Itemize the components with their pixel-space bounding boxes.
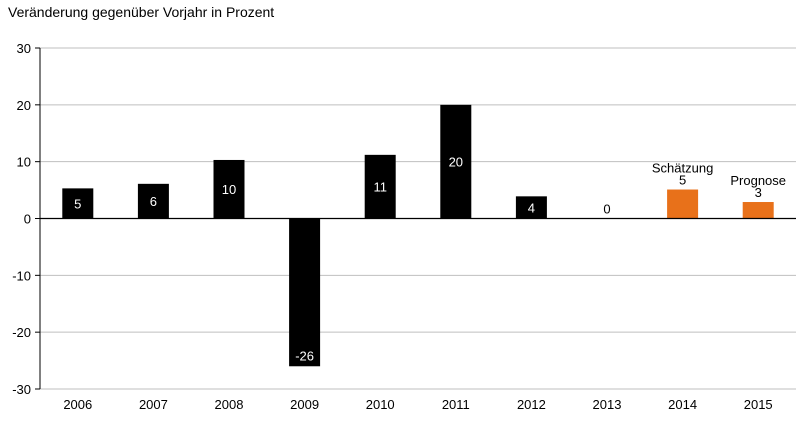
data-label-2015: 3 <box>755 185 762 200</box>
x-tick-label-2010: 2010 <box>366 397 395 412</box>
bar-2011 <box>440 104 472 219</box>
x-tick-label-2007: 2007 <box>139 397 168 412</box>
data-label-2012: 4 <box>528 200 535 215</box>
bar-2012 <box>515 196 547 219</box>
x-tick-label-2013: 2013 <box>593 397 622 412</box>
x-tick-label-2014: 2014 <box>668 397 697 412</box>
data-label-2006: 5 <box>74 196 81 211</box>
bar-2014 <box>667 189 699 219</box>
data-label-2011: 20 <box>449 155 463 170</box>
x-tick-label-2009: 2009 <box>290 397 319 412</box>
y-tick-label--30: -30 <box>12 382 31 397</box>
bar-2008 <box>213 159 245 219</box>
y-tick-label--20: -20 <box>12 325 31 340</box>
x-tick-label-2006: 2006 <box>63 397 92 412</box>
annotation-2015: Prognose <box>730 173 786 188</box>
data-label-2007: 6 <box>150 194 157 209</box>
bar-2015 <box>742 202 774 219</box>
data-label-2013: 0 <box>603 202 610 217</box>
y-tick-label-30: 30 <box>17 41 31 56</box>
chart-title: Veränderung gegenüber Vorjahr in Prozent <box>8 4 275 20</box>
bar-2007 <box>137 183 169 219</box>
x-tick-label-2008: 2008 <box>215 397 244 412</box>
data-label-2009: -26 <box>295 348 314 363</box>
y-tick-label-20: 20 <box>17 98 31 113</box>
x-tick-label-2011: 2011 <box>442 397 470 412</box>
data-label-2010: 11 <box>373 180 387 195</box>
bar-2009 <box>289 218 321 367</box>
data-label-2014: 5 <box>679 173 686 188</box>
y-tick-label-10: 10 <box>17 155 31 170</box>
bar-2006 <box>62 188 94 219</box>
bar-2010 <box>364 154 396 219</box>
y-tick-label-0: 0 <box>24 212 31 227</box>
x-tick-label-2012: 2012 <box>517 397 546 412</box>
data-label-2008: 10 <box>222 182 236 197</box>
y-tick-label--10: -10 <box>12 268 31 283</box>
x-tick-label-2015: 2015 <box>744 397 773 412</box>
annotation-2014: Schätzung <box>652 161 713 176</box>
